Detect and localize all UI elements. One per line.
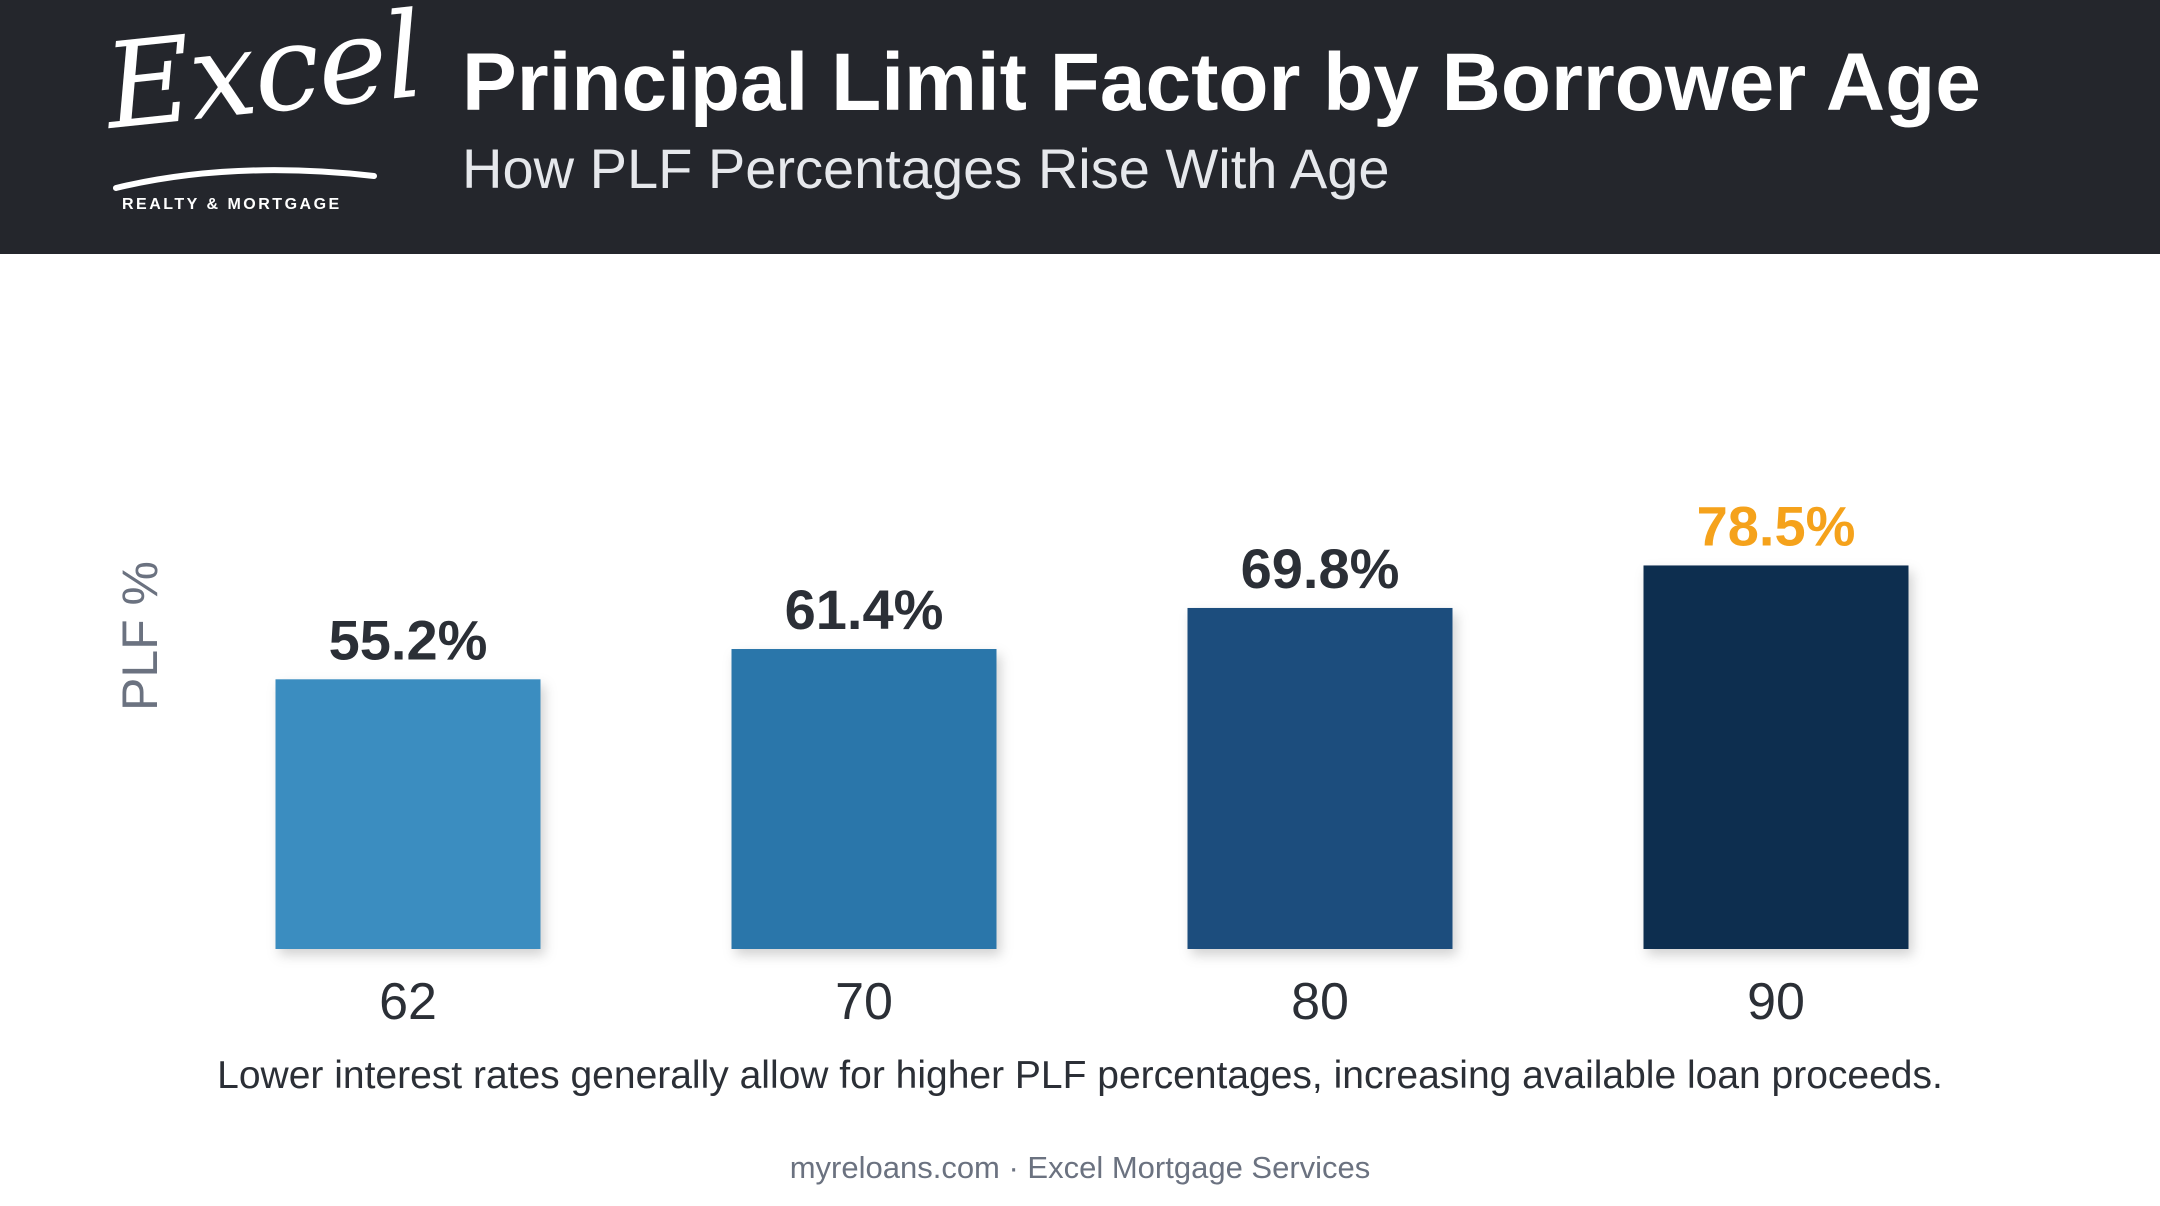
- bars-group: 55.2% 62 61.4% 70 69.8% 80 78.5% 90: [275, 494, 1909, 1031]
- data-label-62: 55.2%: [329, 608, 488, 671]
- page-subtitle: How PLF Percentages Rise With Age: [462, 137, 1390, 200]
- logo-swoosh-icon: [113, 167, 377, 191]
- source-credit: myreloans.com · Excel Mortgage Services: [789, 1150, 1371, 1185]
- header-banner: Excel REALTY & MORTGAGE Principal Limit …: [0, 0, 2160, 254]
- bar-age-80: [1187, 607, 1453, 949]
- x-tick-label-90: 90: [1747, 973, 1805, 1031]
- logo-tagline: REALTY & MORTGAGE: [122, 196, 342, 213]
- x-tick-label-80: 80: [1291, 973, 1349, 1031]
- page-title: Principal Limit Factor by Borrower Age: [462, 37, 1981, 128]
- data-label-80: 69.8%: [1241, 537, 1400, 600]
- company-logo: Excel REALTY & MORTGAGE: [99, 0, 428, 228]
- x-tick-label-62: 62: [379, 973, 437, 1031]
- chart-footnote: Lower interest rates generally allow for…: [217, 1054, 1943, 1097]
- bar-age-70: [731, 649, 997, 949]
- data-label-70: 61.4%: [785, 578, 944, 641]
- bar-age-90: [1643, 565, 1909, 949]
- x-tick-label-70: 70: [835, 973, 893, 1031]
- bar-age-62: [275, 679, 541, 949]
- logo-wordmark: Excel: [98, 0, 428, 156]
- data-label-90: 78.5%: [1697, 494, 1856, 557]
- bar-chart: 55.2% 62 61.4% 70 69.8% 80 78.5% 90: [275, 494, 1909, 1031]
